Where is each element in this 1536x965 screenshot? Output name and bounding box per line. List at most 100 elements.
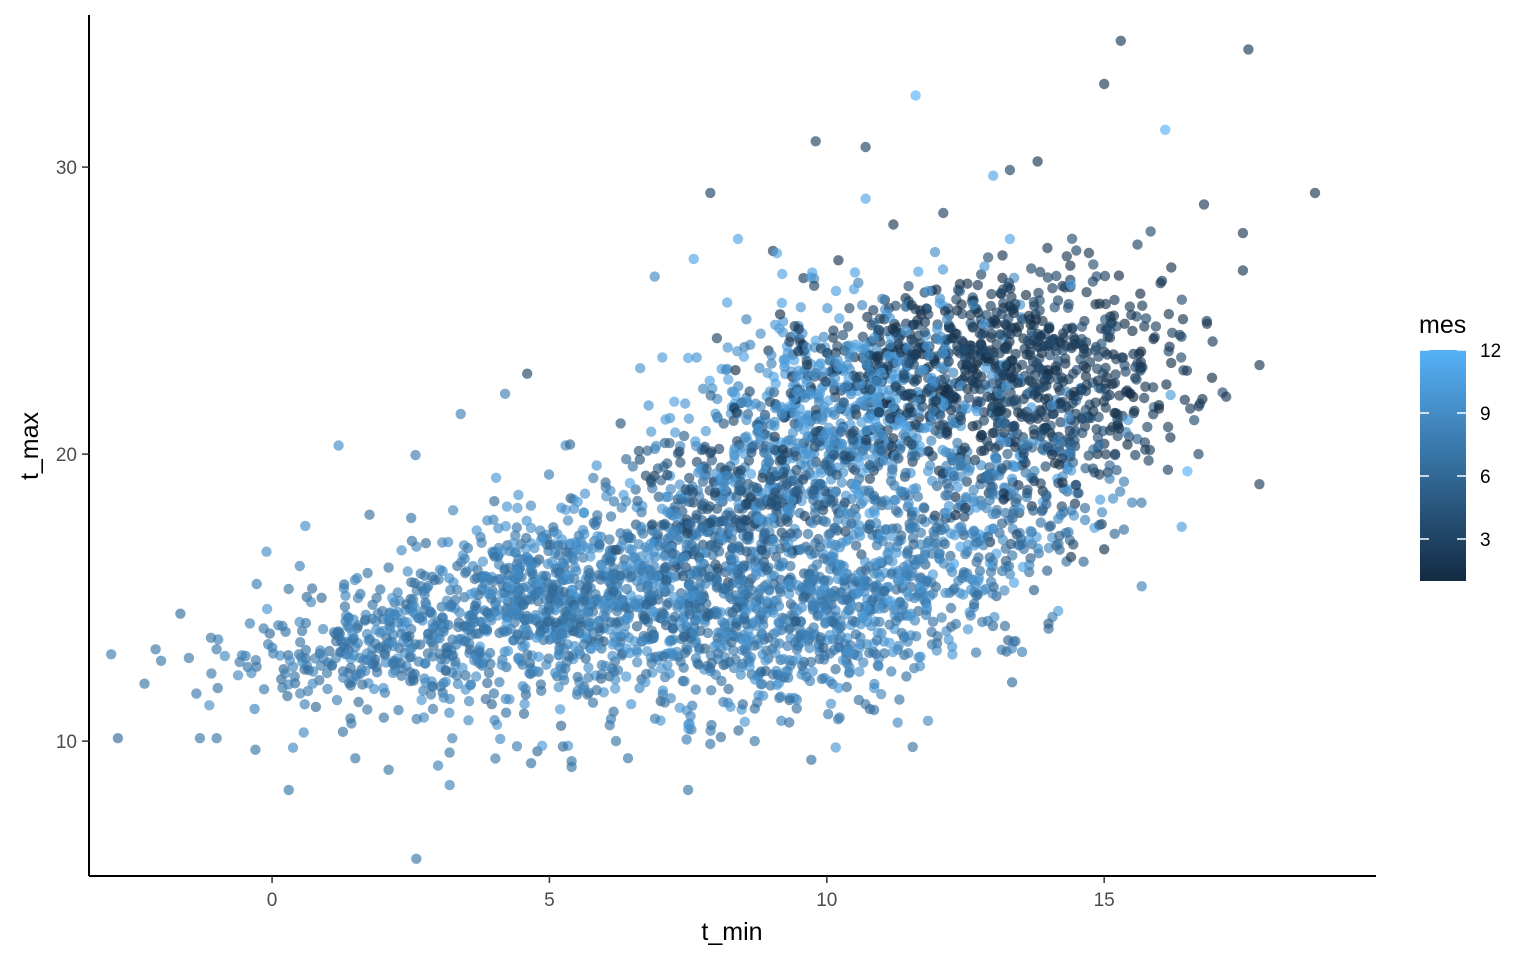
data-point	[864, 523, 875, 535]
data-point	[801, 377, 812, 388]
data-point	[447, 505, 459, 516]
data-point	[420, 658, 431, 669]
data-point	[608, 496, 620, 507]
data-point	[658, 651, 669, 662]
data-point	[946, 641, 958, 652]
data-point	[1090, 299, 1101, 310]
data-point	[1118, 476, 1130, 487]
data-point	[679, 553, 690, 564]
data-point	[824, 629, 835, 641]
data-point	[782, 478, 793, 490]
data-point	[370, 654, 381, 665]
data-point	[854, 371, 865, 382]
data-point	[908, 319, 920, 330]
data-point	[596, 669, 607, 680]
data-point	[824, 648, 836, 659]
x-tick-label: 5	[544, 890, 555, 911]
data-point	[745, 468, 757, 480]
data-point	[994, 388, 1005, 399]
data-point	[805, 272, 816, 283]
data-point	[596, 560, 608, 571]
data-point	[563, 650, 575, 662]
data-point	[1081, 380, 1092, 391]
data-point	[947, 332, 958, 344]
data-point	[681, 734, 692, 745]
data-point	[741, 515, 752, 526]
data-point	[387, 667, 399, 679]
data-point	[774, 638, 785, 649]
data-point	[1035, 266, 1046, 278]
data-point	[612, 627, 623, 638]
data-point	[1122, 439, 1133, 450]
data-point	[302, 685, 314, 697]
data-point	[490, 472, 502, 483]
data-point	[833, 361, 844, 373]
data-point	[572, 685, 583, 697]
data-point	[1028, 412, 1039, 423]
data-point	[1054, 530, 1065, 542]
data-point	[590, 519, 601, 531]
data-point	[688, 253, 699, 265]
data-point	[1165, 389, 1176, 401]
data-point	[798, 474, 809, 485]
data-point	[872, 627, 883, 638]
data-point	[844, 662, 855, 673]
data-point	[482, 677, 493, 689]
data-point	[987, 509, 998, 520]
data-point	[1005, 283, 1016, 294]
data-point	[627, 552, 638, 563]
data-point	[1011, 326, 1023, 338]
data-point	[502, 645, 514, 657]
data-point	[364, 509, 375, 520]
data-point	[1041, 498, 1052, 510]
data-point	[757, 472, 768, 483]
data-point	[935, 410, 946, 421]
data-point	[899, 631, 910, 642]
data-point	[560, 663, 571, 674]
data-point	[735, 669, 746, 680]
data-point	[512, 502, 523, 514]
data-point	[665, 483, 676, 495]
data-point	[583, 662, 594, 673]
data-point	[644, 552, 655, 564]
data-point	[693, 467, 704, 478]
data-point	[957, 335, 968, 347]
data-point	[1028, 584, 1040, 596]
data-point	[865, 366, 876, 378]
data-point	[888, 433, 899, 444]
data-point	[590, 589, 601, 600]
data-point	[823, 709, 834, 720]
data-point	[1193, 448, 1204, 460]
data-point	[348, 614, 359, 625]
data-point	[939, 538, 950, 550]
data-point	[519, 613, 531, 624]
data-point	[517, 659, 528, 670]
data-point	[501, 617, 512, 628]
data-point	[998, 488, 1009, 499]
data-point	[633, 445, 645, 457]
data-point	[809, 280, 820, 291]
data-point	[870, 648, 882, 660]
data-point	[621, 583, 633, 595]
data-point	[970, 579, 981, 591]
data-point	[1135, 346, 1147, 357]
data-point	[1026, 263, 1037, 274]
data-point	[1044, 323, 1055, 334]
data-point	[509, 547, 520, 558]
data-point	[423, 628, 434, 640]
data-point	[725, 701, 736, 712]
data-point	[404, 652, 415, 663]
data-point	[479, 578, 491, 589]
data-point	[1156, 275, 1168, 287]
data-point	[293, 649, 305, 660]
data-point	[246, 667, 257, 679]
data-point	[1008, 577, 1020, 588]
data-point	[440, 665, 451, 676]
data-point	[1025, 525, 1036, 537]
data-point	[695, 593, 706, 604]
data-point	[705, 738, 716, 750]
data-point	[872, 660, 883, 671]
data-point	[822, 303, 833, 314]
data-point	[565, 538, 576, 549]
